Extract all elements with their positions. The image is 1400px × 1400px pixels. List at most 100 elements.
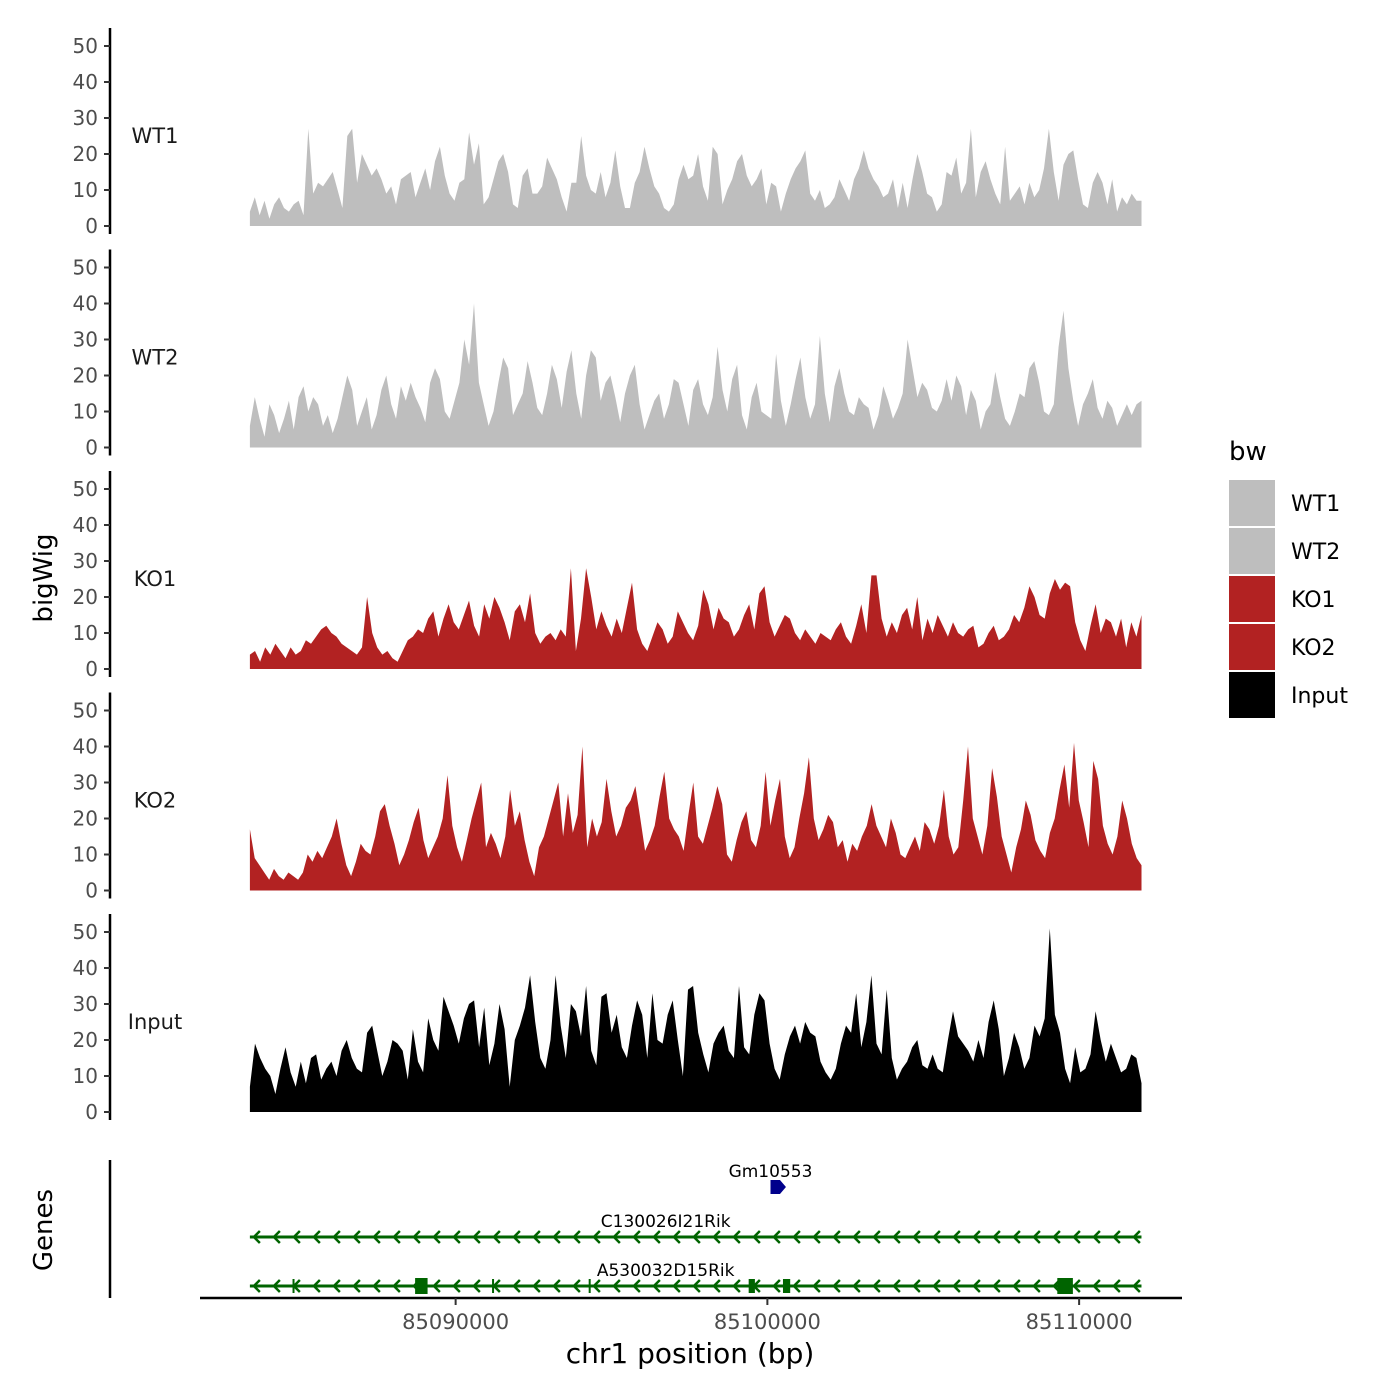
legend-swatch-wt1 xyxy=(1229,480,1275,526)
gene-label: C130026I21Rik xyxy=(601,1212,731,1232)
strand-chevron xyxy=(612,1230,621,1244)
strand-chevron xyxy=(372,1230,381,1244)
genes-axis-title: Genes xyxy=(29,1189,59,1271)
gene-block xyxy=(770,1180,786,1194)
y-tick-label: 0 xyxy=(85,879,98,903)
y-tick-label: 50 xyxy=(73,477,98,501)
y-tick-label: 50 xyxy=(73,256,98,280)
legend-label-wt2: WT2 xyxy=(1291,540,1340,565)
strand-chevron xyxy=(552,1279,561,1293)
track-ko1: 0 10 20 30 40 50 KO1 xyxy=(73,471,1142,681)
strand-chevron xyxy=(812,1230,821,1244)
strand-chevron xyxy=(912,1279,921,1293)
strand-chevron xyxy=(272,1279,281,1293)
strand-chevron xyxy=(1132,1279,1141,1293)
strand-chevron xyxy=(652,1279,661,1293)
y-tick-label: 20 xyxy=(73,585,98,609)
x-tick-label: 85090000 xyxy=(402,1310,509,1334)
strand-chevron xyxy=(952,1279,961,1293)
strand-chevron xyxy=(392,1279,401,1293)
strand-chevron xyxy=(1032,1230,1041,1244)
strand-chevron xyxy=(412,1230,421,1244)
strand-chevron xyxy=(972,1279,981,1293)
y-tick-label: 30 xyxy=(73,549,98,573)
strand-chevron xyxy=(632,1230,641,1244)
gene-label: Gm10553 xyxy=(729,1162,813,1182)
exon xyxy=(1057,1278,1073,1294)
y-tick-label: 40 xyxy=(73,956,98,980)
y-tick-label: 40 xyxy=(73,292,98,316)
y-tick-label: 30 xyxy=(73,328,98,352)
strand-chevron xyxy=(272,1230,281,1244)
strand-chevron xyxy=(652,1230,661,1244)
y-tick-label: 10 xyxy=(73,843,98,867)
strand-chevron xyxy=(472,1279,481,1293)
coverage-area-wt2 xyxy=(249,303,1142,448)
strand-chevron xyxy=(312,1230,321,1244)
strand-chevron xyxy=(572,1230,581,1244)
gene-c130026i21rik: C130026I21Rik xyxy=(249,1212,1142,1244)
strand-chevron xyxy=(1112,1230,1121,1244)
strand-chevron xyxy=(672,1230,681,1244)
strand-chevron xyxy=(572,1279,581,1293)
gene-gm10553: Gm10553 xyxy=(729,1162,813,1194)
y-tick-label: 50 xyxy=(73,699,98,723)
strand-chevron xyxy=(1032,1279,1041,1293)
strand-chevron xyxy=(432,1230,441,1244)
strand-chevron xyxy=(912,1230,921,1244)
strand-chevron xyxy=(1052,1230,1061,1244)
strand-chevron xyxy=(792,1230,801,1244)
y-tick-label: 10 xyxy=(73,178,98,202)
strand-chevron xyxy=(832,1230,841,1244)
coverage-area-input xyxy=(249,928,1142,1112)
strand-chevron xyxy=(512,1230,521,1244)
strand-chevron xyxy=(892,1230,901,1244)
legend-swatch-ko2 xyxy=(1229,624,1275,670)
strand-chevron xyxy=(1132,1230,1141,1244)
exon xyxy=(415,1278,428,1294)
strand-chevron xyxy=(932,1230,941,1244)
strand-chevron xyxy=(1112,1279,1121,1293)
strand-chevron xyxy=(732,1279,741,1293)
strand-chevron xyxy=(832,1279,841,1293)
strand-chevron xyxy=(452,1279,461,1293)
strand-chevron xyxy=(872,1230,881,1244)
strand-chevron xyxy=(472,1230,481,1244)
strand-chevron xyxy=(732,1230,741,1244)
y-axis-title: bigWig xyxy=(29,533,59,622)
strand-chevron xyxy=(1072,1230,1081,1244)
genes-panel: Gm10553 C130026I21Rik A530032D15Rik xyxy=(108,1160,1142,1298)
y-tick-label: 0 xyxy=(85,657,98,681)
y-tick-label: 0 xyxy=(85,436,98,460)
x-axis: 85090000 85100000 85110000 xyxy=(200,1296,1182,1334)
strand-chevron xyxy=(772,1230,781,1244)
legend-label-ko2: KO2 xyxy=(1291,636,1336,661)
strand-chevron xyxy=(992,1230,1001,1244)
track-input: 0 10 20 30 40 50 Input xyxy=(73,914,1142,1124)
coverage-area-ko1 xyxy=(249,568,1142,669)
track-label-input: Input xyxy=(128,1010,182,1034)
strand-chevron xyxy=(252,1279,261,1293)
legend-swatch-ko1 xyxy=(1229,576,1275,622)
y-tick-label: 40 xyxy=(73,735,98,759)
gene-label: A530032D15Rik xyxy=(597,1261,735,1281)
strand-chevron xyxy=(372,1279,381,1293)
strand-chevron xyxy=(632,1279,641,1293)
strand-chevron xyxy=(872,1279,881,1293)
y-tick-label: 0 xyxy=(85,1100,98,1124)
strand-chevron xyxy=(852,1279,861,1293)
strand-chevron xyxy=(332,1279,341,1293)
strand-chevron xyxy=(972,1230,981,1244)
strand-chevron xyxy=(1012,1230,1021,1244)
y-tick-label: 10 xyxy=(73,400,98,424)
strand-chevron xyxy=(692,1230,701,1244)
y-tick-label: 40 xyxy=(73,70,98,94)
strand-chevron xyxy=(892,1279,901,1293)
y-tick-label: 0 xyxy=(85,214,98,238)
strand-chevron xyxy=(612,1279,621,1293)
strand-chevron xyxy=(352,1279,361,1293)
strand-chevron xyxy=(1092,1230,1101,1244)
coverage-area-wt1 xyxy=(249,128,1142,226)
gene-a530032d15rik: A530032D15Rik xyxy=(249,1261,1142,1294)
